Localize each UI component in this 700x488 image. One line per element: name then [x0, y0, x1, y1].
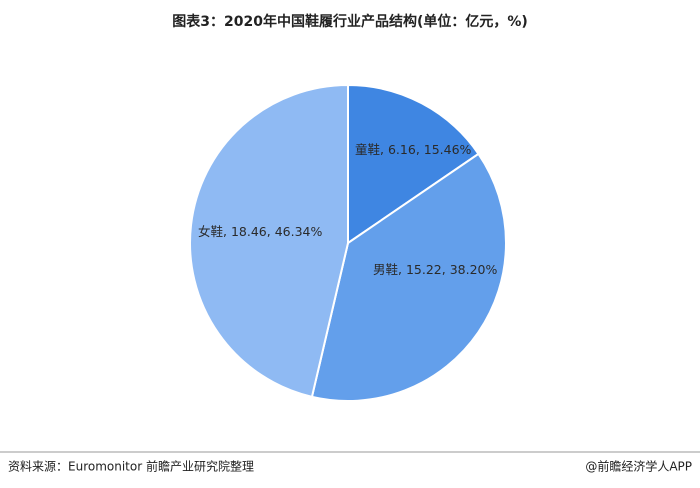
credit: @前瞻经济学人APP	[585, 459, 692, 474]
slice-category: 女鞋	[198, 224, 224, 239]
slice-label: 童鞋, 6.16, 15.46%	[355, 142, 472, 157]
slice-category: 男鞋	[373, 262, 399, 277]
slice-value: 18.46	[231, 224, 267, 239]
pie-slice	[310, 152, 507, 402]
slice-value: 6.16	[388, 142, 416, 157]
slice-value: 15.22	[406, 262, 442, 277]
slice-category: 童鞋	[355, 142, 381, 157]
slice-percent: 46.34%	[275, 224, 323, 239]
slice-label: 女鞋, 18.46, 46.34%	[198, 224, 323, 239]
source: 资料来源：Euromonitor 前瞻产业研究院整理	[8, 459, 254, 474]
pie-slice	[347, 83, 480, 245]
slice-percent: 15.46%	[424, 142, 472, 157]
chart-title: 图表3：2020年中国鞋履行业产品结构(单位：亿元，%)	[172, 13, 528, 30]
slice-label: 男鞋, 15.22, 38.20%	[373, 262, 498, 277]
pie-slice	[189, 83, 349, 399]
slice-percent: 38.20%	[450, 262, 498, 277]
